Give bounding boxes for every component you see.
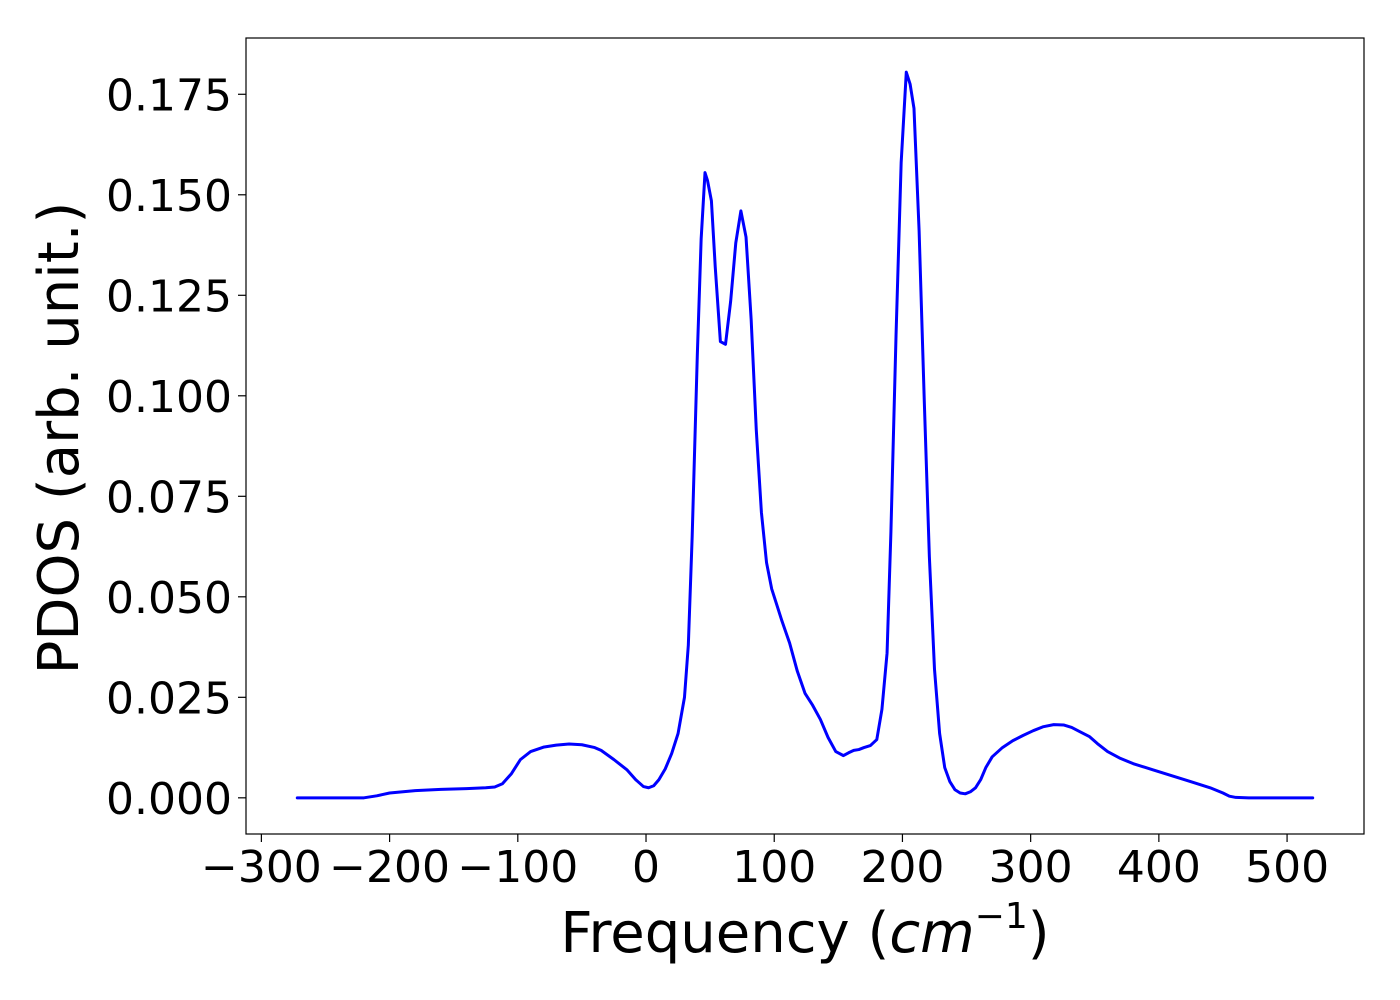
x-tick-label: −100: [457, 842, 578, 893]
x-axis-label-suffix: ): [1028, 901, 1050, 966]
pdos-series-line: [295, 70, 1315, 800]
x-tick-label: 0: [632, 842, 660, 893]
y-tick-label: 0.150: [106, 171, 232, 222]
y-tick-label: 0.075: [106, 472, 232, 523]
x-axis-label-unit: cm: [889, 901, 974, 966]
y-tick-label: 0.050: [106, 573, 232, 624]
x-tick-label: −300: [201, 842, 322, 893]
x-tick-label: 100: [732, 842, 816, 893]
y-tick-label: 0.100: [106, 372, 232, 423]
x-axis-label-exponent: −1: [975, 896, 1028, 937]
x-axis-label-text: Frequency (: [560, 901, 889, 966]
x-tick-label: 400: [1117, 842, 1201, 893]
axes-frame: [245, 37, 1365, 835]
y-tick-label: 0.000: [106, 774, 232, 825]
x-tick-label: 200: [860, 842, 944, 893]
x-tick-label: 300: [989, 842, 1073, 893]
x-tick-label: −200: [329, 842, 450, 893]
x-tick-label: 500: [1245, 842, 1329, 893]
x-axis-label: Frequency (cm−1): [560, 896, 1049, 966]
y-tick-label: 0.125: [106, 271, 232, 322]
y-axis-label: PDOS (arb. unit.): [27, 202, 92, 675]
plot-area: [295, 70, 1315, 800]
axes: −300 −200 −100 0 100 200 300 400 500 0.000 0.025 0.…: [106, 37, 1365, 893]
y-tick-label: 0.175: [106, 70, 232, 121]
y-tick-label: 0.025: [106, 673, 232, 724]
